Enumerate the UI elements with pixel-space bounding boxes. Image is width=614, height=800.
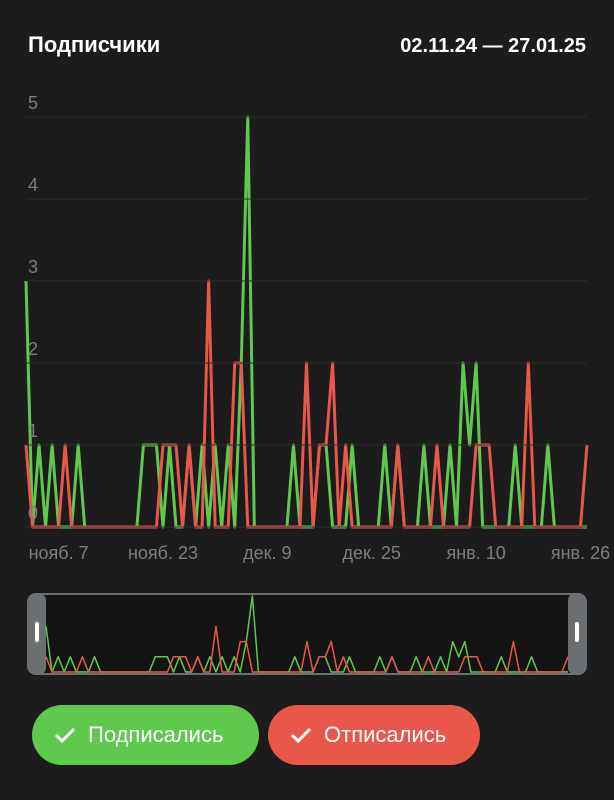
handle-grip [35,622,39,642]
y-tick-label: 3 [28,257,38,277]
chart: Подписчики 02.11.24 — 27.01.25 0 1 2 3 4 5 ноя… [24,32,610,675]
legend-label: Отписались [324,722,447,747]
x-tick-label: дек. 9 [243,543,291,563]
chart-title: Подписчики [28,32,160,57]
handle-grip [575,622,579,642]
y-tick-label: 5 [28,93,38,113]
series-line [24,115,587,529]
y-tick-label: 4 [28,175,38,195]
y-tick-label: 2 [28,339,38,359]
x-tick-label: янв. 10 [446,543,505,563]
x-tick-label: нояб. 23 [128,543,198,563]
x-tick-label: янв. 26 [551,543,610,563]
legend-button[interactable]: Отписались [268,705,480,765]
x-tick-label: дек. 25 [343,543,401,563]
check-icon [54,727,76,744]
mini-line [45,625,569,673]
check-icon [290,727,312,744]
x-tick-label: нояб. 7 [29,543,89,563]
series-line [24,279,589,529]
y-tick-label: 1 [28,421,38,441]
y-tick-label: 0 [28,503,38,523]
legend-label: Подписались [88,722,224,747]
date-range: 02.11.24 — 27.01.25 [400,35,586,57]
legend-button[interactable]: Подписались [32,705,259,765]
navigator[interactable] [27,593,587,675]
